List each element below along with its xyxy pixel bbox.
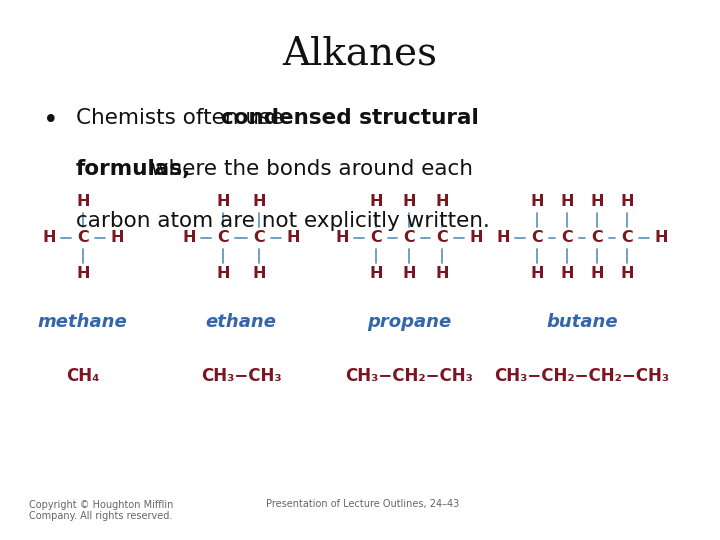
Text: H: H xyxy=(496,230,510,245)
Text: H: H xyxy=(560,266,574,281)
Text: H: H xyxy=(402,266,415,281)
Text: C: C xyxy=(253,230,265,245)
Text: H: H xyxy=(182,230,196,245)
Text: H: H xyxy=(435,266,449,281)
Text: H: H xyxy=(590,194,603,209)
Text: butane: butane xyxy=(546,313,618,331)
Text: CH₄: CH₄ xyxy=(66,367,99,385)
Text: formulas,: formulas, xyxy=(76,159,191,179)
Text: H: H xyxy=(217,194,230,209)
Text: H: H xyxy=(402,194,415,209)
Text: H: H xyxy=(369,266,383,281)
Text: Chemists often use: Chemists often use xyxy=(76,108,290,128)
Text: H: H xyxy=(620,266,634,281)
Text: H: H xyxy=(253,194,266,209)
Text: H: H xyxy=(435,194,449,209)
Text: C: C xyxy=(403,230,415,245)
Text: condensed structural: condensed structural xyxy=(220,108,478,128)
Text: C: C xyxy=(370,230,382,245)
Text: H: H xyxy=(42,230,55,245)
Text: H: H xyxy=(620,194,634,209)
Text: H: H xyxy=(530,194,544,209)
Text: H: H xyxy=(253,266,266,281)
Text: H: H xyxy=(469,230,482,245)
Text: H: H xyxy=(369,194,383,209)
Text: H: H xyxy=(76,266,89,281)
Text: Alkanes: Alkanes xyxy=(282,35,438,72)
Text: Copyright © Houghton Mifflin
Company. All rights reserved.: Copyright © Houghton Mifflin Company. Al… xyxy=(29,500,174,521)
Text: •: • xyxy=(43,108,59,134)
Text: C: C xyxy=(621,230,633,245)
Text: H: H xyxy=(530,266,544,281)
Text: carbon atom are not explicitly written.: carbon atom are not explicitly written. xyxy=(76,211,490,231)
Text: propane: propane xyxy=(366,313,451,331)
Text: CH₃−CH₃: CH₃−CH₃ xyxy=(201,367,282,385)
Text: Presentation of Lecture Outlines, 24–43: Presentation of Lecture Outlines, 24–43 xyxy=(266,500,459,510)
Text: C: C xyxy=(531,230,543,245)
Text: H: H xyxy=(217,266,230,281)
Text: C: C xyxy=(436,230,448,245)
Text: H: H xyxy=(560,194,574,209)
Text: CH₃−CH₂−CH₂−CH₃: CH₃−CH₂−CH₂−CH₃ xyxy=(494,367,670,385)
Text: C: C xyxy=(77,230,89,245)
Text: C: C xyxy=(561,230,572,245)
Text: methane: methane xyxy=(38,313,127,331)
Text: C: C xyxy=(591,230,603,245)
Text: where the bonds around each: where the bonds around each xyxy=(143,159,472,179)
Text: ethane: ethane xyxy=(206,313,276,331)
Text: CH₃−CH₂−CH₃: CH₃−CH₂−CH₃ xyxy=(345,367,473,385)
Text: H: H xyxy=(110,230,124,245)
Text: H: H xyxy=(654,230,667,245)
Text: H: H xyxy=(287,230,300,245)
Text: C: C xyxy=(217,230,229,245)
Text: H: H xyxy=(76,194,89,209)
Text: H: H xyxy=(590,266,603,281)
Text: H: H xyxy=(336,230,348,245)
